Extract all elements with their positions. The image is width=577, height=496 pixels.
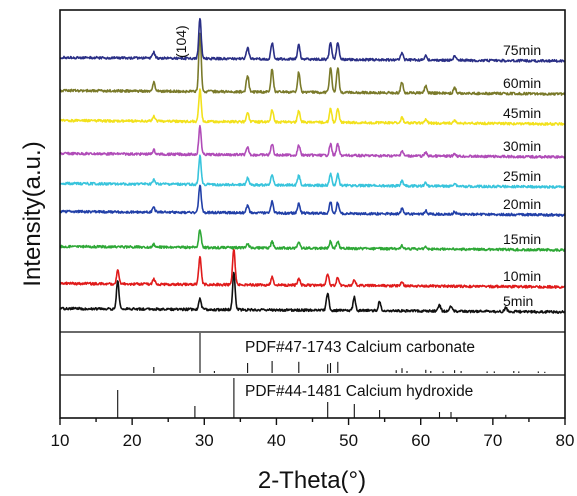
ref-label-1: PDF#47-1743 Calcium carbonate xyxy=(245,339,475,356)
series-label-15min: 15min xyxy=(503,231,541,247)
series-line-5min xyxy=(59,271,566,314)
series-line-45min xyxy=(59,88,566,126)
series-label-60min: 60min xyxy=(503,75,541,91)
x-tick-label: 30 xyxy=(195,431,214,450)
reference-sticks xyxy=(117,333,546,418)
y-axis-label: Intensity(a.u.) xyxy=(19,141,46,286)
series-label-45min: 45min xyxy=(503,105,541,121)
series-label-75min: 75min xyxy=(503,42,541,58)
series-line-60min xyxy=(59,32,566,96)
peak-annotation: (104) xyxy=(173,25,189,58)
series-line-75min xyxy=(59,17,566,63)
series-label-5min: 5min xyxy=(503,293,533,309)
series-labels: 5min 10min 15min 20min 25min 30min 45min 60min 7… xyxy=(503,42,541,309)
x-tick-label: 80 xyxy=(556,431,575,450)
series-line-15min xyxy=(59,229,566,252)
ref-label-2: PDF#44-1481 Calcium hydroxide xyxy=(245,383,473,400)
x-axis-tick-labels: 10 20 30 40 50 60 70 80 xyxy=(51,431,575,450)
series-label-25min: 25min xyxy=(503,168,541,184)
x-axis-ticks xyxy=(59,418,566,425)
series-line-20min xyxy=(59,184,566,217)
series-line-10min xyxy=(59,248,566,289)
series-traces xyxy=(59,17,566,314)
series-line-25min xyxy=(59,154,566,189)
x-tick-label: 70 xyxy=(483,431,502,450)
x-tick-label: 60 xyxy=(411,431,430,450)
ref-label-bg xyxy=(238,380,562,401)
x-tick-label: 20 xyxy=(123,431,142,450)
reference-labels: PDF#47-1743 Calcium carbonate PDF#44-1481… xyxy=(238,336,562,401)
series-label-10min: 10min xyxy=(503,268,541,284)
x-tick-label: 50 xyxy=(339,431,358,450)
series-line-30min xyxy=(59,124,566,159)
x-axis-label: 2-Theta(°) xyxy=(258,467,366,494)
x-tick-label: 10 xyxy=(51,431,70,450)
series-label-30min: 30min xyxy=(503,138,541,154)
x-tick-label: 40 xyxy=(267,431,286,450)
ref-label-bg xyxy=(238,336,562,357)
series-label-20min: 20min xyxy=(503,196,541,212)
